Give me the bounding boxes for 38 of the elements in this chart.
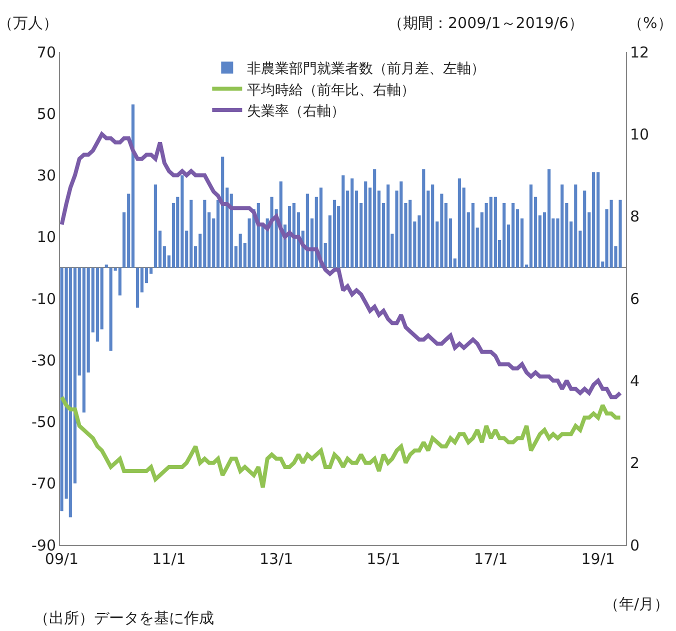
legend-label: 非農業部門就業者数（前月差、左軸） (247, 61, 486, 78)
y2-tick-label: 10 (630, 125, 650, 144)
y-axis-title: （万人） (0, 14, 58, 32)
y2-tick-label: 6 (630, 290, 640, 308)
x-axis-title: （年/月） (604, 595, 670, 613)
text: （期間：2009/1～2019/6） (388, 14, 584, 32)
y-tick-label: 10 (36, 228, 56, 246)
text: （出所）データを基に作成 (34, 609, 214, 627)
y2-tick-label: 12 (630, 43, 650, 62)
x-tick-label: 15/1 (366, 550, 400, 568)
y2-tick-label: 8 (630, 208, 640, 226)
bar (529, 184, 533, 268)
bar (118, 268, 122, 296)
legend-label: 失業率（右軸） (247, 103, 346, 120)
y-tick-label: -50 (32, 413, 56, 431)
x-tick-label: 13/1 (259, 550, 294, 568)
x-tick-label: 17/1 (474, 550, 508, 568)
x-tick-label: 11/1 (152, 550, 186, 568)
line-series (60, 395, 622, 490)
y-tick-label: -70 (32, 474, 56, 493)
bar (136, 268, 140, 308)
y2-tick-label: 0 (630, 536, 640, 554)
bar (471, 202, 475, 268)
y2-axis-title: （%） (628, 14, 672, 32)
y2-tick-label: 4 (630, 372, 640, 390)
line-series (60, 132, 622, 400)
bar (332, 200, 336, 268)
bar (104, 264, 108, 268)
y2-tick-label: 2 (630, 454, 640, 472)
y-tick-label: 50 (36, 104, 56, 123)
y-tick-label: -10 (32, 290, 56, 308)
y-tick-label: 30 (36, 166, 56, 184)
y-tick-label: -30 (32, 351, 56, 370)
y-tick-label: 70 (36, 43, 56, 62)
bar (131, 104, 135, 268)
legend-label: 平均時給（前年比、右軸） (247, 82, 416, 98)
x-tick-label: 19/1 (581, 550, 615, 568)
bar (494, 196, 497, 268)
